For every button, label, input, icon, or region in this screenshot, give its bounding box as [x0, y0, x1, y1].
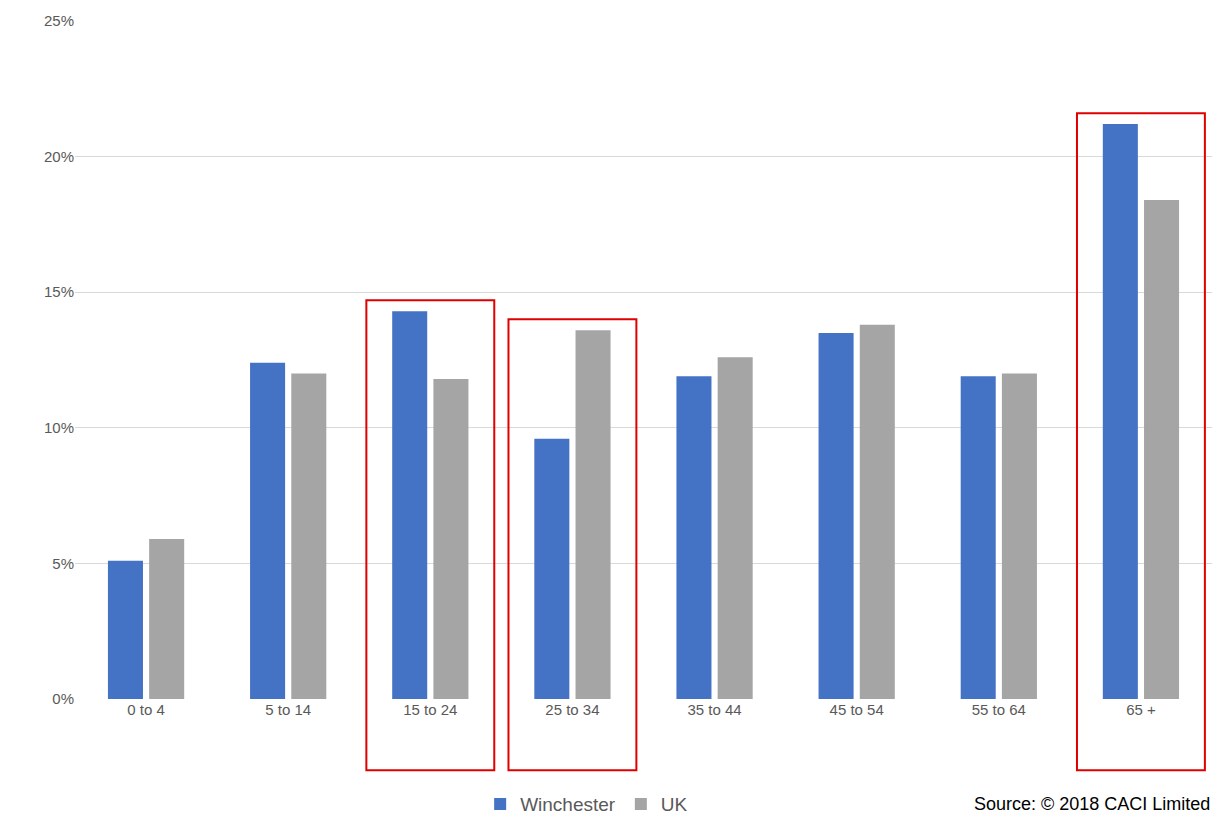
svg-text:5%: 5%: [52, 555, 74, 572]
svg-text:15 to 24: 15 to 24: [403, 701, 457, 718]
svg-text:65 +: 65 +: [1126, 701, 1156, 718]
svg-text:25%: 25%: [44, 12, 74, 29]
svg-text:10%: 10%: [44, 419, 74, 436]
svg-text:15%: 15%: [44, 283, 74, 300]
svg-text:Source: © 2018 CACI Limited: Source: © 2018 CACI Limited: [974, 794, 1210, 814]
svg-text:Winchester: Winchester: [520, 794, 616, 815]
svg-text:25 to 34: 25 to 34: [545, 701, 599, 718]
svg-text:UK: UK: [661, 794, 688, 815]
svg-text:0%: 0%: [52, 690, 74, 707]
svg-text:45 to 54: 45 to 54: [830, 701, 884, 718]
svg-text:55 to 64: 55 to 64: [972, 701, 1026, 718]
svg-text:0 to 4: 0 to 4: [127, 701, 165, 718]
svg-text:35 to 44: 35 to 44: [687, 701, 741, 718]
svg-text:5 to 14: 5 to 14: [265, 701, 311, 718]
svg-text:20%: 20%: [44, 148, 74, 165]
